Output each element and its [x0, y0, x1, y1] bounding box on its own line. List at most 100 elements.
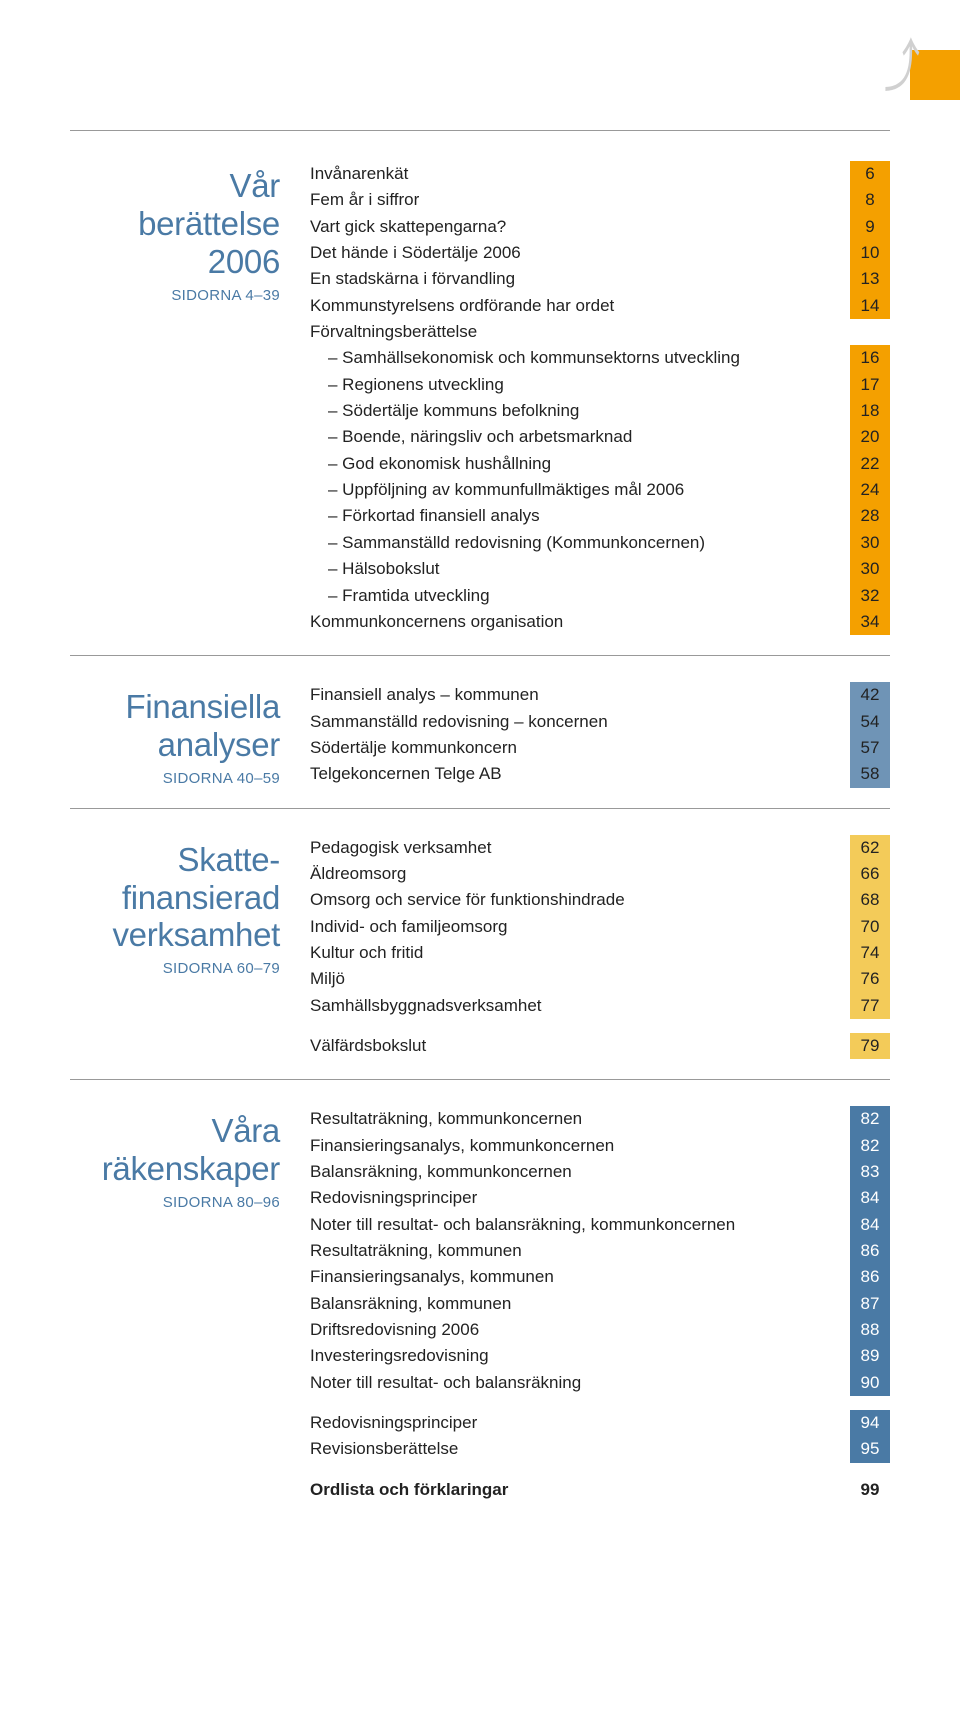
toc-row: Sammanställd redovisning – koncernen54 [310, 709, 890, 735]
toc-label: – Förkortad finansiell analys [310, 503, 850, 529]
toc-page: 10 [850, 240, 890, 266]
toc-page: 34 [850, 609, 890, 635]
toc-label: – Samhällsekonomisk och kommunsektorns u… [310, 345, 850, 371]
toc-label: Omsorg och service för funktionshindrade [310, 887, 850, 913]
toc-page: 57 [850, 735, 890, 761]
toc-label: Kommunstyrelsens ordförande har ordet [310, 293, 850, 319]
toc-page: 90 [850, 1370, 890, 1396]
toc-page: 30 [850, 530, 890, 556]
toc-row: Det hände i Södertälje 200610 [310, 240, 890, 266]
toc-label: Noter till resultat- och balansräkning, … [310, 1212, 850, 1238]
toc-section: Vårberättelse2006SIDORNA 4–39Invånarenkä… [70, 161, 890, 635]
section-title: Skatte-finansieradverksamhet [70, 841, 280, 955]
toc-page: 79 [850, 1033, 890, 1059]
toc-row: Redovisningsprinciper94 [310, 1410, 890, 1436]
toc-label: Individ- och familjeomsorg [310, 914, 850, 940]
toc-page: 24 [850, 477, 890, 503]
toc-label: – Uppföljning av kommunfullmäktiges mål … [310, 477, 850, 503]
toc-page: 99 [850, 1477, 890, 1503]
toc-label: Södertälje kommunkoncern [310, 735, 850, 761]
toc-label: Kultur och fritid [310, 940, 850, 966]
toc-page: 88 [850, 1317, 890, 1343]
toc-label: En stadskärna i förvandling [310, 266, 850, 292]
toc-label: Revisionsberättelse [310, 1436, 850, 1462]
toc-label: – Framtida utveckling [310, 583, 850, 609]
toc-row: Södertälje kommunkoncern57 [310, 735, 890, 761]
section-title: Finansiellaanalyser [70, 688, 280, 764]
toc-row: – Södertälje kommuns befolkning18 [310, 398, 890, 424]
toc-row: – Framtida utveckling32 [310, 583, 890, 609]
toc-label: Resultaträkning, kommunkoncernen [310, 1106, 850, 1132]
toc-row: – Boende, näringsliv och arbetsmarknad20 [310, 424, 890, 450]
toc-label: Redovisningsprinciper [310, 1410, 850, 1436]
toc-page: 28 [850, 503, 890, 529]
toc-page: 32 [850, 583, 890, 609]
toc-row: Driftsredovisning 200688 [310, 1317, 890, 1343]
toc-label: Vart gick skattepengarna? [310, 214, 850, 240]
toc-row: – Uppföljning av kommunfullmäktiges mål … [310, 477, 890, 503]
toc-page: 95 [850, 1436, 890, 1462]
section-body: Invånarenkät6Fem år i siffror8Vart gick … [310, 161, 890, 635]
toc-label: Sammanställd redovisning – koncernen [310, 709, 850, 735]
toc-label: Investeringsredovisning [310, 1343, 850, 1369]
toc-label: – Boende, näringsliv och arbetsmarknad [310, 424, 850, 450]
toc-page: 82 [850, 1133, 890, 1159]
toc-row: En stadskärna i förvandling13 [310, 266, 890, 292]
toc-page: 86 [850, 1238, 890, 1264]
toc-page: 13 [850, 266, 890, 292]
toc-row: Omsorg och service för funktionshindrade… [310, 887, 890, 913]
section-subtitle: SIDORNA 40–59 [70, 770, 280, 787]
toc-row: Miljö76 [310, 966, 890, 992]
toc-label: Förvaltningsberättelse [310, 319, 890, 345]
toc-label: Balansräkning, kommunen [310, 1291, 850, 1317]
toc-label: – Hälsobokslut [310, 556, 850, 582]
section-body: Finansiell analys – kommunen42Sammanstäl… [310, 682, 890, 787]
toc-label: Balansräkning, kommunkoncernen [310, 1159, 850, 1185]
toc-page: 6 [850, 161, 890, 187]
section-title: Våraräkenskaper [70, 1112, 280, 1188]
section-head: Vårberättelse2006SIDORNA 4–39 [70, 161, 310, 635]
toc-row: Invånarenkät6 [310, 161, 890, 187]
toc-label: Driftsredovisning 2006 [310, 1317, 850, 1343]
toc-row: Revisionsberättelse95 [310, 1436, 890, 1462]
toc-section: VåraräkenskaperSIDORNA 80–96Resultaträkn… [70, 1106, 890, 1503]
toc-label: Kommunkoncernens organisation [310, 609, 850, 635]
toc-row: Fem år i siffror8 [310, 187, 890, 213]
toc-page: 62 [850, 835, 890, 861]
toc-page: 94 [850, 1410, 890, 1436]
toc-label: Det hände i Södertälje 2006 [310, 240, 850, 266]
toc-page: 89 [850, 1343, 890, 1369]
toc-row: – Hälsobokslut30 [310, 556, 890, 582]
toc-label: – God ekonomisk hushållning [310, 451, 850, 477]
toc-row: – God ekonomisk hushållning22 [310, 451, 890, 477]
section-divider [70, 655, 890, 656]
toc-row: Välfärdsbokslut79 [310, 1033, 890, 1059]
section-subtitle: SIDORNA 60–79 [70, 960, 280, 977]
toc-label: Noter till resultat- och balansräkning [310, 1370, 850, 1396]
toc-row: Äldreomsorg66 [310, 861, 890, 887]
toc-row: Noter till resultat- och balansräkning90 [310, 1370, 890, 1396]
toc-page: 14 [850, 293, 890, 319]
toc-label: Telgekoncernen Telge AB [310, 761, 850, 787]
toc-row: Finansiell analys – kommunen42 [310, 682, 890, 708]
toc-label: – Regionens utveckling [310, 372, 850, 398]
toc-page: 84 [850, 1212, 890, 1238]
toc-section: Skatte-finansieradverksamhet SIDORNA 60–7… [70, 835, 890, 1060]
toc-label: Finansieringsanalys, kommunen [310, 1264, 850, 1290]
toc-page: 74 [850, 940, 890, 966]
toc-page: 8 [850, 187, 890, 213]
toc-row: Finansieringsanalys, kommunen86 [310, 1264, 890, 1290]
toc-row: Samhällsbyggnadsverksamhet77 [310, 993, 890, 1019]
toc-row: Kommunkoncernens organisation34 [310, 609, 890, 635]
section-divider [70, 1079, 890, 1080]
toc-row: Telgekoncernen Telge AB58 [310, 761, 890, 787]
toc-page: 42 [850, 682, 890, 708]
toc-label: Äldreomsorg [310, 861, 850, 887]
toc-row: Kultur och fritid74 [310, 940, 890, 966]
section-head: Finansiellaanalyser SIDORNA 40–59 [70, 682, 310, 787]
corner-arrow-icon: ⤴ [884, 20, 920, 103]
section-title: Vårberättelse2006 [70, 167, 280, 281]
section-head: VåraräkenskaperSIDORNA 80–96 [70, 1106, 310, 1503]
toc-page: 66 [850, 861, 890, 887]
toc-page: 77 [850, 993, 890, 1019]
